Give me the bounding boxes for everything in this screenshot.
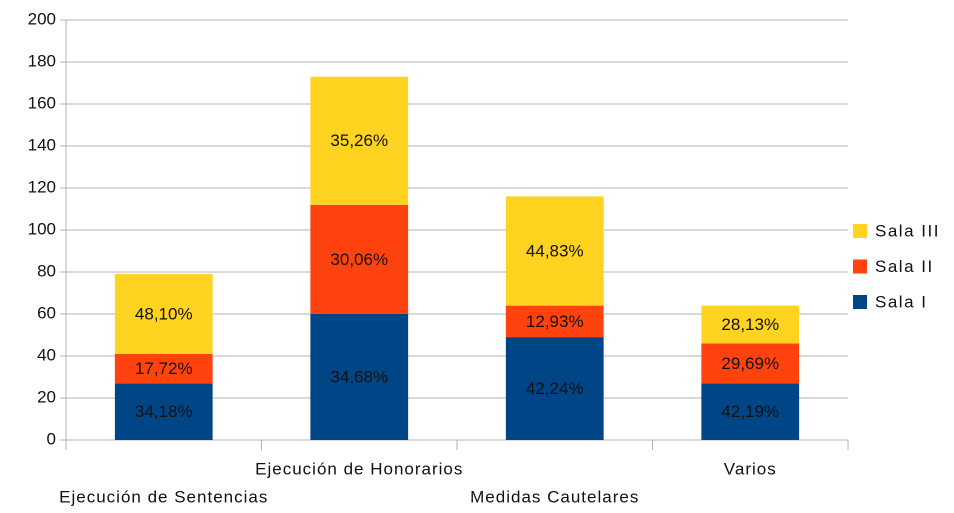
y-tick-label: 180 [28,51,56,70]
y-tick-label: 120 [28,177,56,196]
y-tick-label: 160 [28,93,56,112]
data-label: 34,18% [135,402,193,421]
legend-swatch [853,224,867,238]
data-label: 42,19% [721,402,779,421]
bar-segment [114,383,213,440]
legend-swatch [853,295,867,309]
x-tick-label: Ejecución de Honorarios [255,459,463,478]
data-label: 29,69% [721,354,779,373]
legend-swatch [853,259,867,274]
data-label: 48,10% [135,304,193,323]
bar-segment [505,305,604,338]
bar-segment [505,196,604,306]
data-label: 42,24% [526,379,584,398]
y-tick-label: 20 [37,387,56,406]
x-tick-label: Ejecución de Sentencias [59,487,268,506]
data-label: 44,83% [526,241,584,260]
y-tick-label: 100 [28,219,56,238]
bar-segment [114,274,213,354]
y-tick-label: 140 [28,135,56,154]
data-label: 35,26% [330,131,388,150]
bar-segment [310,314,409,440]
bar-segment [310,204,409,314]
data-label: 30,06% [330,250,388,269]
data-label: 34,68% [330,367,388,386]
data-label: 28,13% [721,315,779,334]
bar-segment [701,343,800,384]
y-tick-label: 0 [47,429,56,448]
data-label: 12,93% [526,312,584,331]
bar-segment [114,353,213,384]
y-tick-label: 60 [37,303,56,322]
bar-segment [310,76,409,205]
y-tick-label: 80 [37,261,56,280]
bar-segment [701,305,800,344]
bar-segment [505,337,604,440]
legend-label: Sala I [875,292,927,311]
x-tick-label: Varios [724,459,777,478]
bar-segment [701,383,800,440]
legend-label: Sala III [875,221,940,240]
y-tick-label: 40 [37,345,56,364]
data-label: 17,72% [135,359,193,378]
y-tick-label: 200 [28,9,56,28]
legend-label: Sala II [875,257,934,276]
x-tick-label: Medidas Cautelares [470,487,639,506]
